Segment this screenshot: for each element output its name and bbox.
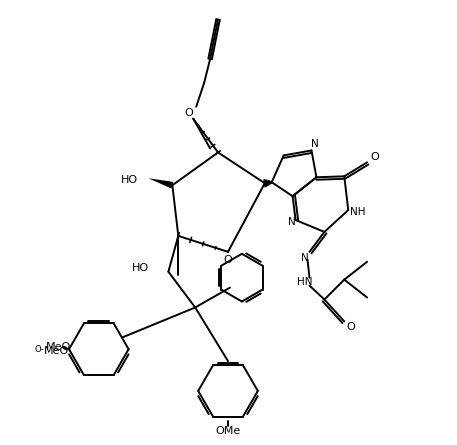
Text: HN: HN <box>297 277 312 287</box>
Text: N: N <box>288 217 296 227</box>
Text: HO: HO <box>131 263 149 273</box>
Polygon shape <box>149 178 173 189</box>
Text: O: O <box>185 108 194 117</box>
Text: HO: HO <box>121 175 138 185</box>
Text: O: O <box>223 255 232 265</box>
Text: O-: O- <box>34 345 44 354</box>
Text: N: N <box>301 253 308 263</box>
Text: MeO: MeO <box>43 346 69 356</box>
Text: N: N <box>311 139 319 150</box>
Text: O: O <box>371 152 379 162</box>
Text: NH: NH <box>351 207 366 217</box>
Text: MeO: MeO <box>46 342 71 352</box>
Text: O: O <box>347 322 356 332</box>
Text: OMe: OMe <box>215 426 241 436</box>
